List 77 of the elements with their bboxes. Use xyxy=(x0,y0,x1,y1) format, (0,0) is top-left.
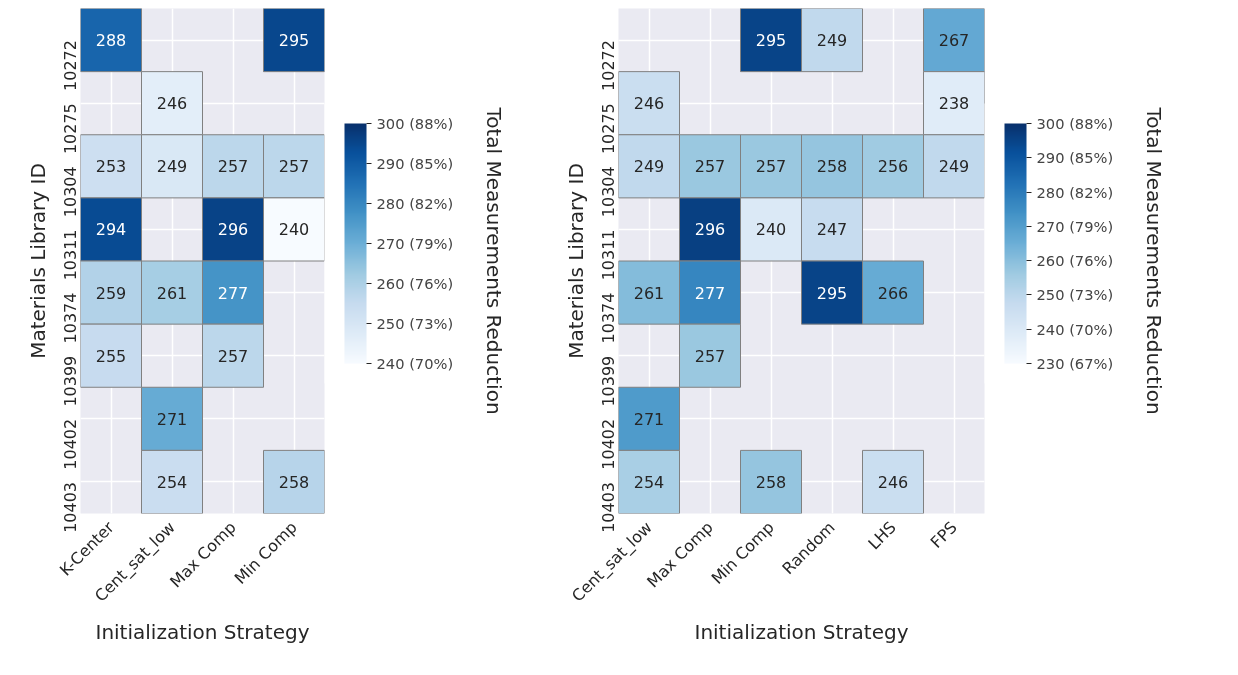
y-tick-label: 10374 xyxy=(598,292,618,344)
data-label: 240 xyxy=(755,220,787,240)
data-label: 277 xyxy=(217,283,249,303)
data-label: 295 xyxy=(816,283,848,303)
data-label: 277 xyxy=(694,283,726,303)
data-label: 249 xyxy=(633,157,665,177)
color-bar-label: 260 (76%) xyxy=(376,275,454,292)
data-label: 247 xyxy=(816,220,848,240)
data-label: 257 xyxy=(217,157,249,177)
data-label: 246 xyxy=(156,94,188,114)
color-bar-label: 290 (85%) xyxy=(1036,149,1114,167)
data-label: 257 xyxy=(694,346,726,366)
y-tick-label: 10399 xyxy=(60,355,80,407)
color-bar-label: 300 (88%) xyxy=(376,115,454,132)
y-tick-label: 10311 xyxy=(598,229,618,281)
color-bar-label: 280 (82%) xyxy=(376,195,454,212)
data-label: 257 xyxy=(217,346,249,366)
color-bar-label: 300 (88%) xyxy=(1036,115,1114,132)
data-label: 255 xyxy=(95,346,127,366)
data-label: 288 xyxy=(95,31,127,51)
color-bar-label: 250 (73%) xyxy=(1036,286,1114,304)
color-bar-title: Total Measurements Reduction xyxy=(1141,106,1166,415)
data-label: 257 xyxy=(755,157,787,177)
data-label: 295 xyxy=(755,31,787,51)
y-axis-title: Materials Library ID xyxy=(563,163,588,359)
data-label: 267 xyxy=(938,31,970,51)
data-label: 240 xyxy=(278,220,310,240)
data-label: 249 xyxy=(938,157,970,177)
data-label: 254 xyxy=(156,472,188,492)
data-label: 253 xyxy=(95,157,127,177)
data-label: 258 xyxy=(278,472,310,492)
data-label: 256 xyxy=(877,157,909,177)
color-bar-label: 230 (67%) xyxy=(1036,355,1114,372)
data-label: 296 xyxy=(694,220,726,240)
color-bar-label: 240 (70%) xyxy=(376,355,454,372)
y-tick-label: 10374 xyxy=(60,292,80,344)
color-bar-label: 270 (79%) xyxy=(376,235,454,252)
data-label: 254 xyxy=(633,472,665,492)
y-tick-label: 10275 xyxy=(598,103,618,155)
y-tick-label: 10399 xyxy=(598,355,618,407)
data-label: 246 xyxy=(877,472,909,492)
y-axis-title: Materials Library ID xyxy=(25,163,50,359)
data-label: 295 xyxy=(278,31,310,51)
data-label: 238 xyxy=(938,94,970,114)
data-label: 271 xyxy=(633,409,665,429)
data-label: 266 xyxy=(877,283,909,303)
y-tick-label: 10311 xyxy=(60,229,80,281)
data-label: 296 xyxy=(217,220,249,240)
y-tick-label: 10402 xyxy=(60,418,80,470)
data-label: 257 xyxy=(278,157,310,177)
data-label: 258 xyxy=(816,157,848,177)
data-label: 257 xyxy=(694,157,726,177)
data-label: 249 xyxy=(156,157,188,177)
x-axis-title: Initialization Strategy xyxy=(694,620,909,645)
color-bar-label: 280 (82%) xyxy=(1036,183,1114,201)
x-tick-label: FPS xyxy=(926,517,961,552)
y-tick-label: 10272 xyxy=(598,40,618,91)
color-bar-title: Total Measurements Reduction xyxy=(481,106,506,415)
data-label: 249 xyxy=(816,31,848,51)
y-tick-label: 10402 xyxy=(598,418,618,470)
color-bar-label: 250 (73%) xyxy=(376,315,454,332)
color-bar-label: 260 (76%) xyxy=(1036,252,1114,270)
color-bar-label: 270 (79%) xyxy=(1036,217,1114,235)
data-label: 261 xyxy=(633,283,665,303)
color-bar-label: 290 (85%) xyxy=(376,155,454,172)
data-label: 258 xyxy=(755,472,787,492)
y-tick-label: 10275 xyxy=(60,103,80,155)
data-label: 259 xyxy=(95,283,127,303)
y-tick-label: 10272 xyxy=(60,40,80,91)
x-axis-title: Initialization Strategy xyxy=(95,620,310,645)
color-bar-label: 240 (70%) xyxy=(1036,320,1114,338)
data-label: 294 xyxy=(95,220,127,240)
data-label: 271 xyxy=(156,409,188,429)
data-label: 246 xyxy=(633,94,665,114)
y-tick-label: 10304 xyxy=(60,166,80,218)
data-label: 261 xyxy=(156,283,188,303)
y-tick-label: 10304 xyxy=(598,166,618,218)
